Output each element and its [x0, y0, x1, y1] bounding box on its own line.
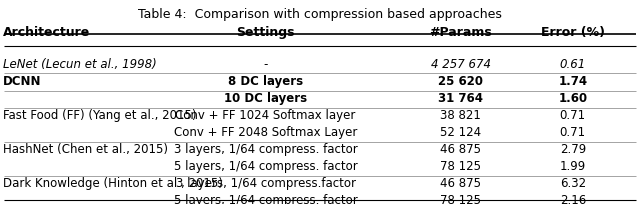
Text: 52 124: 52 124 — [440, 126, 481, 139]
Text: 4 257 674: 4 257 674 — [431, 58, 491, 71]
Text: 25 620: 25 620 — [438, 75, 483, 88]
Text: 2.16: 2.16 — [559, 194, 586, 204]
Text: 2.79: 2.79 — [559, 143, 586, 156]
Text: 78 125: 78 125 — [440, 160, 481, 173]
Text: 78 125: 78 125 — [440, 194, 481, 204]
Text: 8 DC layers: 8 DC layers — [228, 75, 303, 88]
Text: 0.71: 0.71 — [560, 126, 586, 139]
Text: 5 layers, 1/64 compress. factor: 5 layers, 1/64 compress. factor — [173, 160, 358, 173]
Text: DCNN: DCNN — [3, 75, 42, 88]
Text: 3 layers, 1/64 compress. factor: 3 layers, 1/64 compress. factor — [173, 143, 358, 156]
Text: 0.71: 0.71 — [560, 109, 586, 122]
Text: 1.74: 1.74 — [558, 75, 588, 88]
Text: Error (%): Error (%) — [541, 26, 605, 39]
Text: Conv + FF 2048 Softmax Layer: Conv + FF 2048 Softmax Layer — [174, 126, 357, 139]
Text: 46 875: 46 875 — [440, 177, 481, 190]
Text: Conv + FF 1024 Softmax layer: Conv + FF 1024 Softmax layer — [175, 109, 356, 122]
Text: 10 DC layers: 10 DC layers — [224, 92, 307, 105]
Text: 5 layers, 1/64 compress. factor: 5 layers, 1/64 compress. factor — [173, 194, 358, 204]
Text: #Params: #Params — [429, 26, 492, 39]
Text: Settings: Settings — [236, 26, 295, 39]
Text: 1.99: 1.99 — [559, 160, 586, 173]
Text: 6.32: 6.32 — [560, 177, 586, 190]
Text: 1.60: 1.60 — [558, 92, 588, 105]
Text: 46 875: 46 875 — [440, 143, 481, 156]
Text: 0.61: 0.61 — [559, 58, 586, 71]
Text: HashNet (Chen et al., 2015): HashNet (Chen et al., 2015) — [3, 143, 168, 156]
Text: 31 764: 31 764 — [438, 92, 483, 105]
Text: Architecture: Architecture — [3, 26, 90, 39]
Text: Table 4:  Comparison with compression based approaches: Table 4: Comparison with compression bas… — [138, 8, 502, 21]
Text: 38 821: 38 821 — [440, 109, 481, 122]
Text: Fast Food (FF) (Yang et al., 2015): Fast Food (FF) (Yang et al., 2015) — [3, 109, 196, 122]
Text: LeNet (Lecun et al., 1998): LeNet (Lecun et al., 1998) — [3, 58, 157, 71]
Text: 3 layers, 1/64 compress.factor: 3 layers, 1/64 compress.factor — [175, 177, 356, 190]
Text: Dark Knowledge (Hinton et al., 2015): Dark Knowledge (Hinton et al., 2015) — [3, 177, 223, 190]
Text: -: - — [264, 58, 268, 71]
